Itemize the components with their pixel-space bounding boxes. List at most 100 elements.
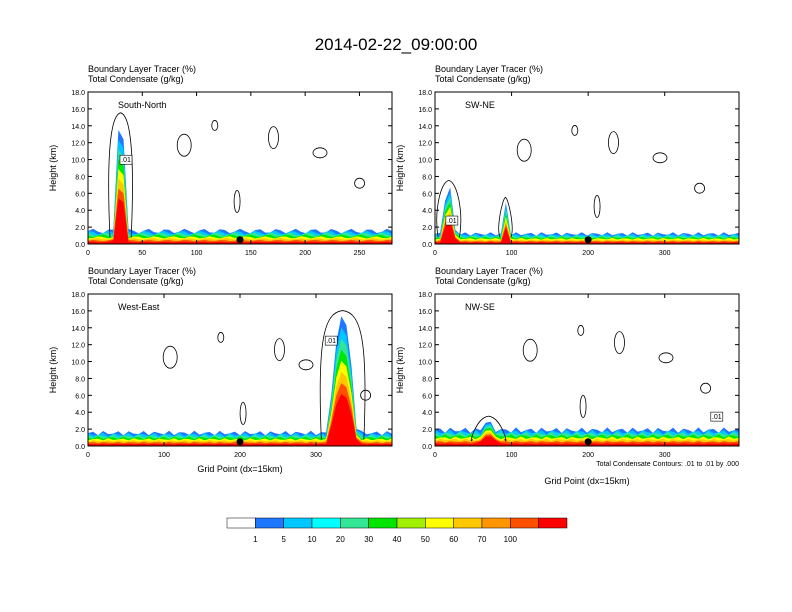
y-axis-label: Height (km)	[48, 347, 58, 394]
y-tick-label: 0.0	[422, 444, 432, 451]
tracer-layer	[88, 316, 392, 446]
y-tick-label: 18.0	[71, 292, 85, 299]
colorbar-label: 40	[393, 535, 402, 544]
colorbar-label: 30	[364, 535, 373, 544]
contour-label-box	[710, 411, 724, 422]
y-tick-label: 0.0	[75, 444, 85, 451]
condensate-cell	[354, 177, 366, 189]
condensate-cell	[694, 182, 705, 194]
y-tick-label: 14.0	[71, 124, 85, 131]
panel-title-condensate: Total Condensate (g/kg)	[88, 276, 184, 286]
plot-area	[88, 310, 392, 446]
colorbar-label: 10	[308, 535, 317, 544]
x-tick-label: 0	[433, 452, 437, 459]
plot-area	[88, 112, 392, 244]
condensate-cell	[577, 325, 585, 336]
panel-nw-se: Boundary Layer Tracer (%)Total Condensat…	[395, 266, 740, 486]
y-tick-label: 16.0	[71, 309, 85, 316]
colorbar-swatch	[340, 517, 369, 529]
y-tick-label: 8.0	[75, 174, 85, 181]
condensate-cell	[312, 147, 328, 159]
panel-title-tracer: Boundary Layer Tracer (%)	[88, 64, 196, 74]
y-tick-label: 2.0	[422, 427, 432, 434]
y-tick-label: 6.0	[422, 393, 432, 400]
panel-title-tracer: Boundary Layer Tracer (%)	[88, 266, 196, 276]
x-tick-label: 0	[433, 250, 437, 257]
y-tick-label: 18.0	[71, 90, 85, 97]
condensate-cell	[652, 152, 668, 164]
condensate-cell	[274, 338, 285, 362]
condensate-cell	[176, 133, 192, 157]
y-tick-label: 14.0	[418, 326, 432, 333]
tracer-layer	[435, 216, 739, 244]
condensate-cell	[516, 138, 532, 162]
x-tick-label: 300	[659, 452, 671, 459]
panel-label: SW-NE	[465, 100, 495, 110]
panel-frame	[87, 91, 393, 245]
condensate-cell	[360, 389, 372, 401]
y-tick-label: 10.0	[71, 158, 85, 165]
colorbar-label: 5	[281, 535, 286, 544]
colorbar-swatch	[368, 517, 398, 529]
condensate-contour	[498, 196, 513, 238]
condensate-cell	[571, 125, 579, 136]
y-tick-label: 18.0	[418, 292, 432, 299]
panel-frame	[434, 293, 740, 447]
colorbar-swatch	[425, 517, 454, 529]
y-tick-label: 16.0	[71, 107, 85, 114]
y-tick-label: 8.0	[422, 376, 432, 383]
contour-label-box	[119, 154, 133, 165]
condensate-cell	[239, 402, 247, 425]
y-tick-label: 10.0	[71, 360, 85, 367]
x-tick-label: 200	[582, 250, 594, 257]
condensate-cell	[593, 195, 601, 218]
condensate-cell	[162, 345, 178, 369]
contour-label: .01	[121, 157, 131, 164]
y-tick-label: 18.0	[418, 90, 432, 97]
y-tick-label: 16.0	[418, 309, 432, 316]
colorbar-label: 70	[478, 535, 487, 544]
y-tick-label: 16.0	[418, 107, 432, 114]
panels: Boundary Layer Tracer (%)Total Condensat…	[48, 64, 740, 486]
location-marker	[236, 236, 244, 244]
condensate-contour	[108, 112, 133, 238]
condensate-cell	[268, 126, 279, 150]
condensate-cell	[298, 359, 314, 371]
colorbar-swatch	[226, 517, 256, 529]
colorbar: 1 5 10 20 30 40 50 60 70 100	[226, 517, 568, 544]
y-tick-label: 12.0	[71, 343, 85, 350]
condensate-cell	[658, 352, 674, 364]
colorbar-label: 1	[253, 535, 258, 544]
x-tick-label: 150	[245, 250, 257, 257]
location-marker	[584, 438, 592, 446]
condensate-cell	[614, 331, 625, 355]
colorbar-swatch	[283, 517, 313, 529]
x-tick-label: 100	[506, 250, 518, 257]
location-marker	[236, 438, 244, 446]
y-axis-label: Height (km)	[395, 347, 405, 394]
y-tick-label: 12.0	[418, 141, 432, 148]
y-tick-label: 10.0	[418, 158, 432, 165]
x-axis-label: Grid Point (dx=15km)	[544, 476, 629, 486]
y-tick-label: 0.0	[75, 242, 85, 249]
y-tick-label: 2.0	[75, 427, 85, 434]
location-marker	[584, 236, 592, 244]
y-tick-label: 6.0	[75, 393, 85, 400]
x-tick-label: 200	[582, 452, 594, 459]
condensate-contour	[436, 179, 462, 238]
colorbar-swatch	[481, 517, 511, 529]
x-axis-label: Grid Point (dx=15km)	[197, 464, 282, 474]
panel-frame	[434, 91, 740, 245]
contour-label: .01	[326, 338, 336, 345]
contour-label: .01	[712, 414, 722, 421]
panel-sw-ne: Boundary Layer Tracer (%)Total Condensat…	[395, 64, 740, 257]
page-title: 2014-02-22_09:00:00	[315, 35, 478, 54]
x-tick-label: 100	[158, 452, 170, 459]
condensate-cell	[211, 120, 219, 131]
y-tick-label: 12.0	[418, 343, 432, 350]
condensate-cell	[579, 395, 587, 418]
contour-label: .01	[447, 218, 457, 225]
plot-area	[435, 325, 739, 446]
y-tick-label: 8.0	[75, 376, 85, 383]
